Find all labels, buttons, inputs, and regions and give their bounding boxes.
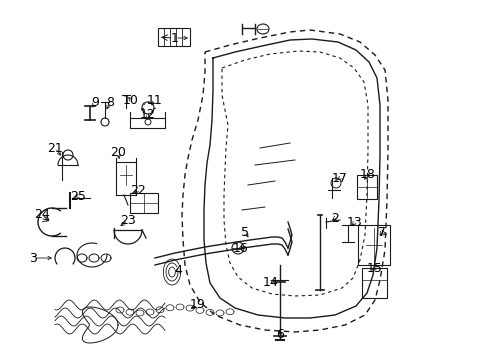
Text: 5: 5	[241, 225, 248, 238]
Text: 12: 12	[140, 108, 156, 122]
Text: 3: 3	[29, 252, 37, 265]
Text: 19: 19	[190, 298, 205, 311]
Text: 2: 2	[330, 211, 338, 225]
Text: 4: 4	[174, 264, 182, 276]
Text: 21: 21	[47, 141, 63, 154]
Text: 7: 7	[377, 225, 385, 238]
Text: 17: 17	[331, 171, 347, 184]
Text: 9: 9	[91, 96, 99, 109]
Bar	[357, 225, 389, 265]
Text: 1: 1	[171, 31, 179, 45]
Text: 22: 22	[130, 184, 145, 197]
Text: 18: 18	[359, 168, 375, 181]
Text: 16: 16	[233, 242, 248, 255]
Text: 10: 10	[123, 94, 139, 107]
Bar	[158, 28, 190, 46]
Text: 8: 8	[106, 96, 114, 109]
Text: 25: 25	[70, 189, 86, 202]
Text: 20: 20	[110, 147, 126, 159]
Text: 11: 11	[147, 94, 163, 107]
Bar	[130, 193, 158, 213]
Text: 13: 13	[346, 216, 362, 229]
Text: 6: 6	[276, 328, 284, 342]
Text: 14: 14	[263, 275, 278, 288]
Text: 24: 24	[34, 208, 50, 221]
Text: 23: 23	[120, 213, 136, 226]
Bar	[361, 268, 386, 298]
Text: 15: 15	[366, 261, 382, 274]
